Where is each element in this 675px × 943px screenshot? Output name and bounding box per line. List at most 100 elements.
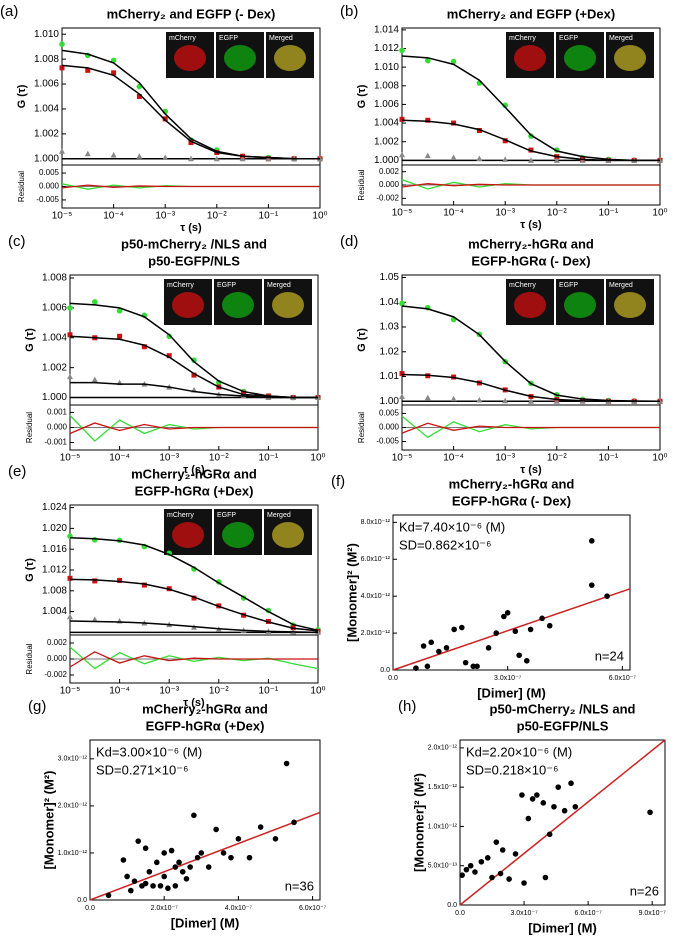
point — [246, 854, 253, 861]
point — [157, 883, 164, 889]
point — [512, 628, 519, 635]
point — [493, 839, 500, 845]
fit-line — [401, 373, 660, 403]
marker — [59, 65, 65, 71]
y-tick-label: 6.0x10⁻¹² — [361, 556, 391, 563]
point — [493, 630, 500, 636]
point — [588, 538, 595, 544]
y-tick-label: 1.008 — [42, 585, 67, 596]
marker — [116, 308, 123, 314]
x-axis-label: τ (s) — [520, 219, 542, 231]
chart-title: mCherry₂ and EGFP (- Dex) — [107, 6, 276, 21]
inset-cell — [172, 292, 204, 318]
y-tick-label: 4.0x10⁻¹² — [361, 593, 391, 600]
marker — [476, 397, 483, 403]
point — [150, 883, 156, 889]
residual-line — [69, 415, 318, 442]
inset-label: mCherry — [167, 512, 194, 519]
point — [413, 665, 419, 671]
panel-label: (e) — [8, 463, 26, 480]
point — [463, 866, 470, 873]
x-tick-label: 10⁻² — [547, 208, 567, 219]
x-tick-label: 9.0x10⁻⁷ — [639, 910, 667, 917]
point — [467, 862, 474, 869]
annotation: n=24 — [595, 648, 624, 663]
marker — [451, 120, 457, 126]
x-tick-label: 10⁻⁵ — [392, 453, 413, 464]
y-tick-label: 1.008 — [374, 80, 399, 91]
inset-cell — [222, 292, 254, 318]
marker — [553, 398, 560, 404]
point — [191, 812, 197, 819]
inset-cell — [272, 522, 304, 548]
y-tick-label: 1.012 — [42, 565, 67, 576]
annotation: SD=0.218×10⁻⁶ — [466, 762, 558, 777]
inset-cell — [224, 45, 256, 71]
x-tick-label: 10⁰ — [310, 686, 325, 697]
point — [205, 864, 212, 870]
point — [525, 815, 532, 822]
marker — [162, 154, 169, 161]
panel-label: (g) — [28, 698, 46, 715]
x-axis-label: τ (s) — [180, 222, 202, 234]
chart-title: mCherry₂ and EGFP (+Dex) — [447, 6, 615, 21]
marker — [399, 47, 405, 54]
marker — [59, 148, 65, 154]
inset-cell — [274, 45, 306, 71]
residual-tick-label: 0.005 — [39, 168, 60, 177]
residual-line — [69, 422, 318, 435]
y-tick-label: 1.004 — [34, 104, 59, 115]
point — [272, 836, 279, 842]
residual-line — [61, 184, 320, 189]
y-tick-label: 0.0 — [380, 667, 390, 674]
y-tick-label: 1.0x10⁻¹² — [428, 823, 458, 830]
point — [428, 639, 435, 646]
point — [436, 648, 442, 655]
x-tick-label: 3.0x10⁻⁷ — [510, 910, 538, 917]
marker — [191, 595, 197, 601]
y-tick-label: 1.012 — [374, 43, 399, 54]
inset-label: EGFP — [217, 282, 236, 289]
point — [485, 645, 492, 651]
plot-frame — [89, 739, 321, 901]
x-tick-label: 10⁻² — [209, 686, 229, 697]
inset-label: EGFP — [559, 35, 578, 42]
x-tick-label: 3.0x10⁻⁷ — [494, 675, 522, 682]
marker — [399, 151, 405, 158]
y-tick-label: 1.002 — [42, 362, 67, 373]
point — [497, 870, 504, 877]
inset-cell — [564, 292, 596, 318]
y-tick-label: 1.03 — [380, 322, 400, 333]
chart-title: p50-EGFP/NLS — [148, 253, 240, 268]
residual-line — [401, 183, 660, 188]
fit-line — [89, 811, 321, 901]
y-tick-label: 0.0 — [447, 902, 457, 909]
point — [179, 868, 186, 875]
x-tick-label: 10⁻⁴ — [109, 453, 130, 464]
y-tick-label: 1.010 — [34, 29, 59, 40]
point — [235, 836, 242, 842]
point — [551, 803, 557, 810]
marker — [450, 154, 457, 161]
marker — [213, 155, 220, 162]
x-tick-label: 10⁻⁴ — [109, 686, 130, 697]
y-tick-label: 1.010 — [374, 62, 399, 73]
marker — [553, 157, 560, 163]
panel-label: (f) — [331, 473, 345, 490]
marker — [136, 153, 143, 159]
point — [474, 663, 480, 670]
inset-label: Merged — [267, 282, 291, 289]
y-tick-label: 1.02 — [380, 346, 400, 357]
chart-title: p50-mCherry₂ /NLS and — [490, 701, 636, 716]
point — [142, 845, 149, 852]
point — [472, 869, 478, 875]
inset-label: mCherry — [509, 282, 536, 289]
inset-label: Merged — [609, 282, 633, 289]
point — [459, 872, 465, 878]
point — [161, 850, 167, 856]
marker — [527, 398, 534, 404]
marker — [91, 376, 98, 383]
x-tick-label: 0.0 — [85, 905, 95, 912]
x-tick-label: 10⁰ — [652, 208, 667, 219]
inset-cell — [564, 45, 596, 71]
